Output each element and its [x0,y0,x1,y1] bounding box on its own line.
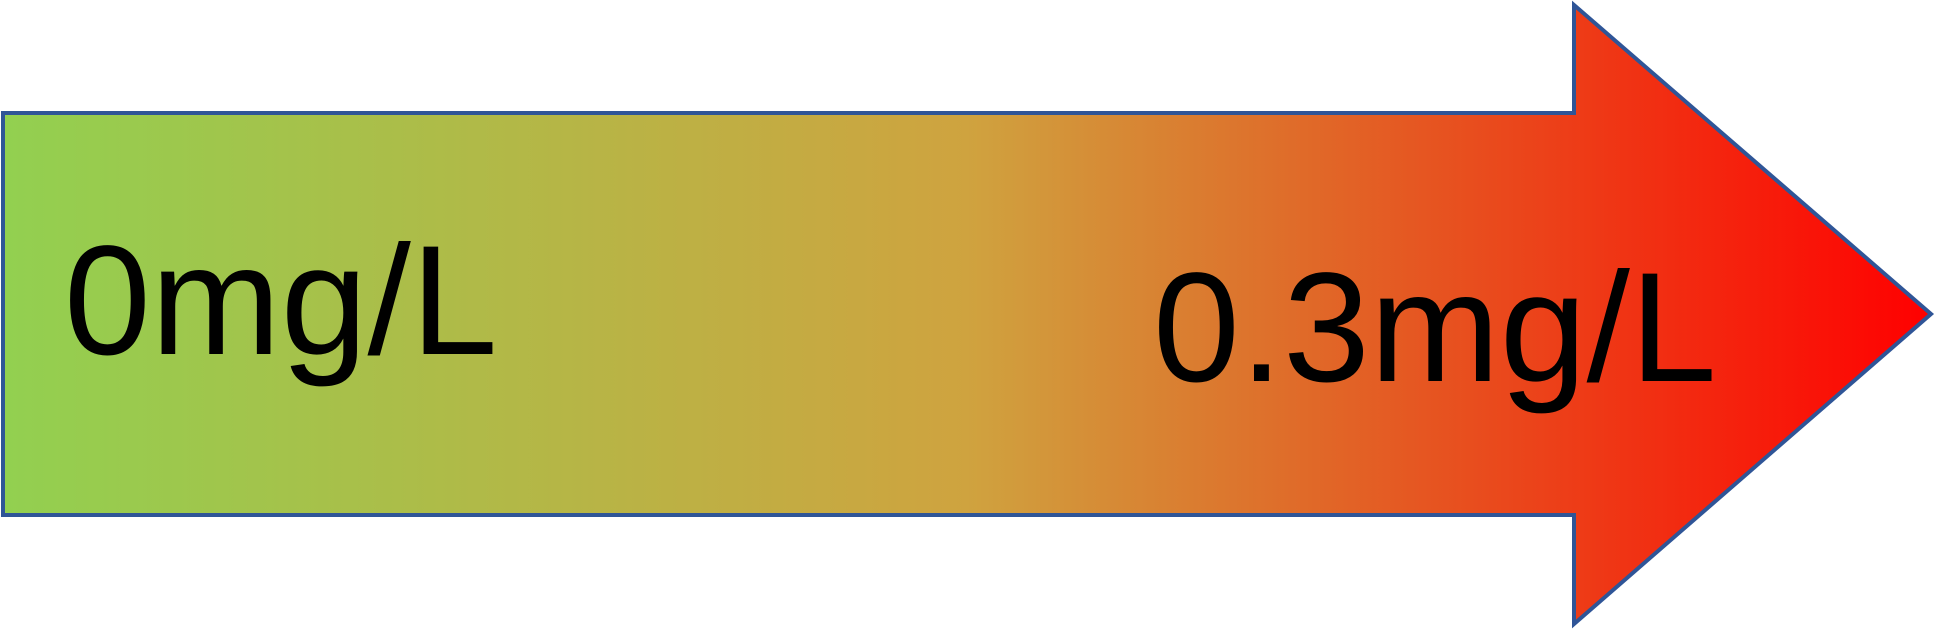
end-concentration-label: 0.3mg/L [1153,241,1717,415]
start-concentration-label: 0mg/L [64,214,498,388]
